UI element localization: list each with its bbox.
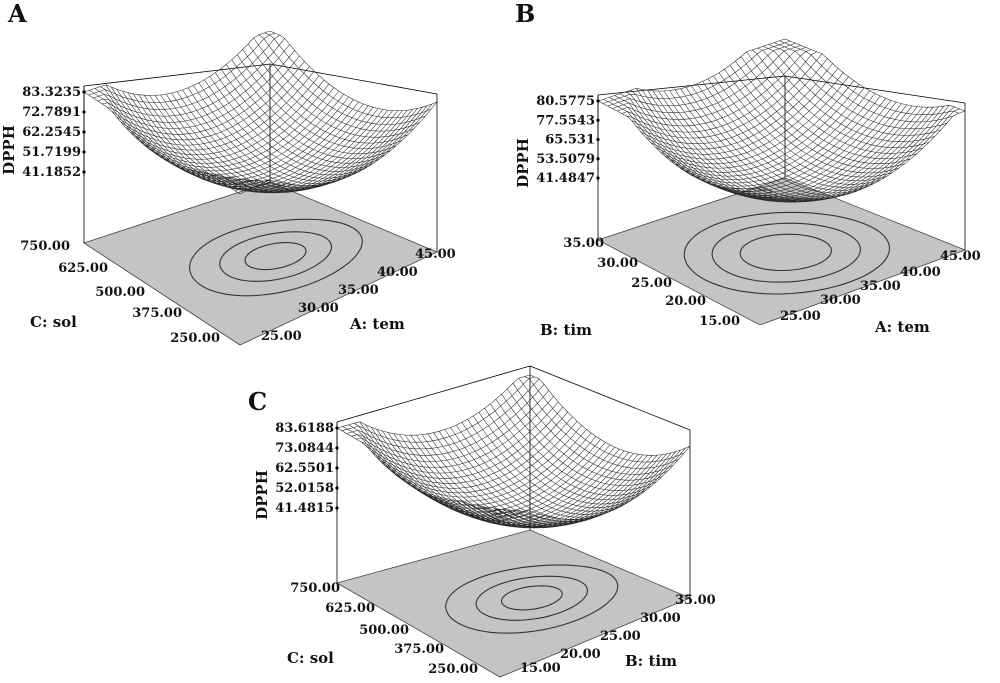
z-tick-label: 52.0158 — [275, 481, 334, 496]
x-tick-label: 45.00 — [940, 249, 981, 264]
x-tick-label: 25.00 — [600, 629, 641, 644]
z-tick-mark — [82, 150, 86, 154]
contour-line — [683, 211, 891, 295]
contour-line — [739, 233, 832, 272]
y-tick-label: 750.00 — [290, 581, 340, 596]
z-tick-mark — [596, 137, 600, 142]
box-edge — [269, 63, 438, 95]
contour-line — [189, 218, 363, 297]
z-tick-mark — [335, 466, 339, 470]
x-tick-label: 20.00 — [560, 647, 601, 662]
y-tick-label: 15.00 — [699, 314, 740, 329]
x-tick-label: 15.00 — [520, 661, 561, 676]
y-axis-title: C: sol — [287, 649, 334, 667]
x-tick-label: 45.00 — [415, 247, 456, 262]
contour-line — [475, 575, 589, 621]
z-axis-title: DPPH — [514, 138, 532, 188]
y-tick-label: 625.00 — [325, 601, 375, 616]
z-tick-mark — [335, 446, 339, 450]
z-tick-label: 65.531 — [545, 133, 595, 148]
z-tick-mark — [596, 176, 600, 180]
panel-letter: A — [7, 0, 27, 28]
x-axis-title: A: tem — [349, 315, 405, 333]
z-tick-mark — [82, 110, 86, 114]
contour-line — [711, 222, 861, 283]
y-tick-label: 625.00 — [58, 261, 108, 276]
x-tick-label: 30.00 — [298, 301, 339, 316]
y-axis-title: B: tim — [540, 321, 592, 339]
y-tick-label: 20.00 — [665, 294, 706, 309]
z-tick-mark — [596, 99, 600, 103]
response-surface — [336, 374, 691, 529]
box-edge — [784, 75, 966, 104]
y-tick-label: 500.00 — [359, 623, 409, 638]
z-tick-label: 53.5079 — [536, 152, 595, 167]
z-tick-mark — [596, 157, 600, 161]
box-edge — [336, 365, 531, 423]
box-edge — [529, 365, 691, 431]
y-tick-label: 30.00 — [597, 256, 638, 271]
x-tick-label: 35.00 — [675, 593, 716, 608]
z-tick-mark — [82, 130, 86, 134]
y-tick-label: 35.00 — [563, 236, 604, 251]
y-tick-label: 375.00 — [394, 642, 444, 657]
response-surface — [83, 30, 438, 195]
z-axis-title: DPPH — [0, 125, 18, 175]
y-tick-label: 750.00 — [20, 239, 70, 254]
contour-line — [219, 231, 333, 282]
y-tick-label: 500.00 — [95, 285, 145, 300]
panel-letter: B — [515, 0, 535, 28]
z-tick-label: 41.4847 — [536, 171, 595, 186]
z-tick-label: 73.0844 — [275, 441, 334, 456]
x-tick-label: 35.00 — [338, 283, 379, 298]
z-tick-label: 62.2545 — [22, 125, 81, 140]
z-tick-label: 77.5543 — [536, 113, 595, 128]
z-tick-label: 83.6188 — [275, 421, 334, 436]
contour-line — [500, 585, 563, 611]
x-tick-label: 30.00 — [640, 611, 681, 626]
contour-line — [244, 242, 307, 271]
z-tick-mark — [335, 426, 339, 430]
z-tick-label: 51.7199 — [22, 145, 81, 160]
z-tick-label: 83.3235 — [22, 85, 81, 100]
panel-c: 83.6188 73.0844 62.5501 52.0158 41.4815 DPPH 1… — [248, 365, 716, 678]
contour-line — [445, 564, 619, 634]
y-tick-label: 25.00 — [631, 276, 672, 291]
x-tick-label: 40.00 — [377, 265, 418, 280]
y-tick-label: 250.00 — [428, 662, 478, 677]
z-tick-mark — [335, 506, 339, 510]
z-tick-label: 41.4815 — [275, 501, 334, 516]
z-tick-label: 80.5775 — [536, 94, 595, 109]
y-tick-label: 375.00 — [132, 306, 182, 321]
response-surface — [597, 38, 966, 203]
x-tick-label: 35.00 — [860, 279, 901, 294]
panel-b: 80.5775 77.5543 65.531 53.5079 41.4847 DPPH 25… — [514, 0, 981, 339]
x-tick-label: 40.00 — [900, 265, 941, 280]
x-tick-label: 25.00 — [261, 329, 302, 344]
z-tick-label: 72.7891 — [22, 105, 81, 120]
z-tick-mark — [335, 486, 339, 490]
z-axis-title: DPPH — [253, 470, 271, 520]
x-axis-title: A: tem — [874, 318, 930, 336]
y-axis-title: C: sol — [30, 313, 77, 331]
z-tick-label: 41.1852 — [22, 165, 81, 180]
panel-a: 83.3235 72.7891 62.2545 51.7199 41.1852 DPPH 2… — [0, 0, 456, 346]
z-tick-mark — [596, 118, 600, 122]
z-tick-mark — [82, 170, 86, 174]
box-edge — [83, 63, 271, 87]
z-tick-mark — [82, 90, 86, 94]
x-tick-label: 25.00 — [780, 309, 821, 324]
y-tick-label: 250.00 — [170, 331, 220, 346]
x-tick-label: 30.00 — [820, 293, 861, 308]
x-axis-title: B: tim — [625, 652, 677, 670]
z-tick-label: 62.5501 — [275, 461, 334, 476]
panel-letter: C — [248, 387, 267, 416]
